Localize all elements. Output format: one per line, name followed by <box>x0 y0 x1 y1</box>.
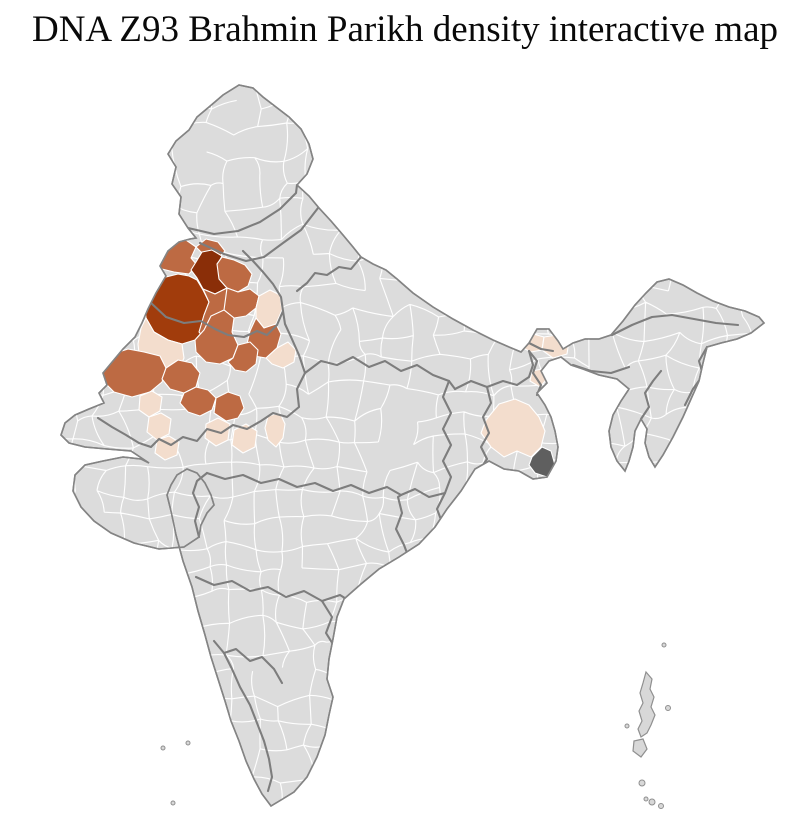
andaman-island <box>632 738 648 758</box>
district-region-nw-19[interactable] <box>146 412 172 441</box>
islands <box>160 642 671 809</box>
district-region-nw-18[interactable] <box>138 390 163 418</box>
small-island-dot <box>185 740 191 746</box>
district-region-nw-13[interactable] <box>227 341 259 373</box>
small-island-dot <box>624 723 630 729</box>
map-title: DNA Z93 Brahmin Parikh density interacti… <box>31 9 779 50</box>
andaman-island <box>637 670 656 738</box>
district-region-nw-1[interactable] <box>141 235 198 275</box>
district-region-nw-16[interactable] <box>179 386 217 417</box>
district-region-nw-17[interactable] <box>213 391 245 422</box>
small-island-dot <box>160 745 166 751</box>
small-island-dot <box>658 803 664 809</box>
district-region-nw-20[interactable] <box>154 435 180 461</box>
density-regions <box>99 235 570 478</box>
district-region-nw-10[interactable] <box>265 341 297 369</box>
small-island-dot <box>648 798 656 806</box>
coastline <box>60 84 766 808</box>
district-region-nw-5[interactable] <box>216 256 253 293</box>
small-island-dot <box>638 779 646 787</box>
small-island-dot <box>665 705 671 711</box>
district-region-nw-12[interactable] <box>194 309 239 365</box>
small-island-dot <box>643 796 649 802</box>
small-island-dot <box>661 642 667 648</box>
district-region-c-2[interactable] <box>231 423 258 454</box>
small-island-dot <box>170 800 176 806</box>
district-region-e-4[interactable] <box>480 398 546 458</box>
